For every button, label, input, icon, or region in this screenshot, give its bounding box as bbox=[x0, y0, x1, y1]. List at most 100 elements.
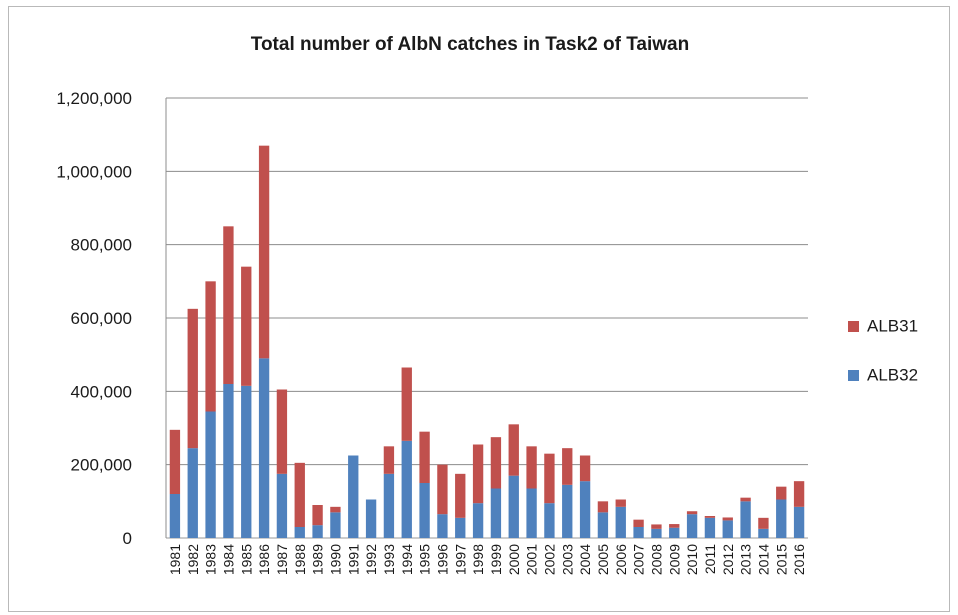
x-tick-label: 1984 bbox=[220, 544, 236, 575]
bar-alb32-2007 bbox=[633, 527, 644, 538]
bar-alb31-2003 bbox=[562, 448, 573, 485]
bar-alb32-1985 bbox=[241, 385, 252, 538]
bar-alb32-1987 bbox=[276, 473, 288, 538]
bar-alb31-2013 bbox=[740, 497, 751, 502]
bar-alb31-1998 bbox=[472, 444, 484, 504]
x-tick-label: 1997 bbox=[452, 544, 468, 575]
bar-alb32-1994 bbox=[401, 440, 412, 538]
x-tick-label: 1994 bbox=[399, 544, 415, 575]
bar-alb32-2014 bbox=[758, 528, 769, 538]
bar-alb32-2012 bbox=[722, 520, 733, 538]
bar-alb31-1997 bbox=[455, 473, 466, 518]
legend-swatch-alb31 bbox=[848, 321, 859, 333]
bar-alb32-2009 bbox=[669, 527, 680, 538]
x-tick-label: 2001 bbox=[524, 544, 540, 575]
bar-alb31-2010 bbox=[686, 511, 698, 515]
x-tick-label: 2009 bbox=[666, 544, 682, 575]
x-tick-label: 2014 bbox=[755, 544, 771, 575]
x-tick-label: 2004 bbox=[577, 544, 593, 575]
x-tick-label: 2008 bbox=[648, 544, 664, 575]
x-tick-label: 1985 bbox=[238, 544, 254, 575]
bar-alb31-1983 bbox=[205, 281, 216, 412]
bar-alb32-1989 bbox=[312, 525, 323, 538]
bar-alb31-2012 bbox=[722, 517, 733, 521]
bar-alb31-2004 bbox=[579, 455, 591, 482]
x-tick-label: 1996 bbox=[434, 544, 450, 575]
bar-alb32-2006 bbox=[615, 506, 626, 538]
y-tick-label: 600,000 bbox=[71, 309, 132, 328]
legend-label-alb31: ALB31 bbox=[867, 316, 919, 336]
bar-alb31-1988 bbox=[294, 462, 305, 527]
x-tick-label: 1990 bbox=[327, 544, 343, 575]
bar-alb32-1992 bbox=[365, 499, 377, 538]
bar-alb31-2009 bbox=[669, 524, 680, 528]
x-tick-label: 2011 bbox=[702, 544, 718, 574]
bar-alb31-1982 bbox=[187, 308, 198, 449]
bar-alb31-1994 bbox=[401, 367, 412, 441]
bar-alb32-2013 bbox=[740, 501, 751, 538]
x-tick-label: 2013 bbox=[738, 544, 754, 575]
x-tick-label: 2006 bbox=[613, 544, 629, 575]
bar-alb31-2015 bbox=[776, 486, 787, 500]
bar-alb31-1987 bbox=[276, 389, 288, 474]
bar-alb31-2005 bbox=[597, 501, 609, 513]
x-tick-label: 1982 bbox=[185, 544, 201, 575]
bar-alb32-1991 bbox=[348, 455, 359, 538]
x-tick-label: 2016 bbox=[791, 544, 807, 575]
x-tick-label: 2002 bbox=[541, 544, 557, 575]
y-tick-label: 400,000 bbox=[71, 382, 132, 401]
bar-alb32-2002 bbox=[544, 503, 555, 538]
bar-alb32-1990 bbox=[330, 512, 341, 538]
x-tick-label: 1987 bbox=[274, 544, 290, 575]
bar-alb32-2005 bbox=[597, 512, 609, 538]
bar-alb32-2001 bbox=[526, 488, 537, 538]
bar-alb32-1982 bbox=[187, 448, 198, 538]
bar-alb32-1995 bbox=[419, 483, 430, 538]
x-tick-label: 1999 bbox=[488, 544, 504, 575]
bar-alb31-1989 bbox=[312, 505, 323, 526]
bar-alb31-1984 bbox=[223, 226, 234, 384]
y-tick-label: 0 bbox=[123, 529, 132, 548]
bar-alb31-1996 bbox=[437, 464, 448, 515]
legend-swatch-alb32 bbox=[848, 370, 859, 382]
bar-alb32-2004 bbox=[579, 481, 591, 538]
bar-alb32-1986 bbox=[258, 358, 270, 538]
x-tick-label: 1993 bbox=[381, 544, 397, 575]
bar-alb31-1990 bbox=[330, 506, 341, 513]
x-tick-label: 1989 bbox=[310, 544, 326, 575]
bar-alb32-1998 bbox=[472, 503, 484, 538]
bar-alb31-2007 bbox=[633, 519, 644, 527]
x-tick-label: 1988 bbox=[292, 544, 308, 575]
x-tick-label: 2000 bbox=[506, 544, 522, 575]
bar-alb32-1997 bbox=[455, 517, 466, 538]
legend-label-alb32: ALB32 bbox=[867, 365, 919, 385]
x-tick-label: 2015 bbox=[773, 544, 789, 575]
chart-title: Total number of AlbN catches in Task2 of… bbox=[250, 34, 690, 55]
bar-alb31-2011 bbox=[704, 516, 716, 518]
bar-alb31-2008 bbox=[651, 524, 662, 529]
bar-alb32-1999 bbox=[490, 488, 502, 538]
bar-alb32-1984 bbox=[223, 384, 234, 538]
bar-alb32-2015 bbox=[776, 499, 787, 538]
x-tick-label: 1991 bbox=[345, 544, 361, 575]
y-tick-label: 800,000 bbox=[71, 236, 132, 255]
x-tick-label: 2005 bbox=[595, 544, 611, 575]
x-tick-label: 2010 bbox=[684, 544, 700, 575]
x-tick-label: 1986 bbox=[256, 544, 272, 575]
x-tick-label: 1981 bbox=[167, 544, 183, 575]
x-tick-label: 1992 bbox=[363, 544, 379, 575]
x-tick-label: 1995 bbox=[417, 544, 433, 575]
bar-alb31-2016 bbox=[793, 481, 805, 507]
y-tick-label: 1,000,000 bbox=[56, 162, 132, 181]
legend-item-alb31: ALB31 bbox=[848, 316, 918, 337]
bar-alb32-1996 bbox=[437, 514, 448, 538]
x-tick-label: 1998 bbox=[470, 544, 486, 575]
bar-alb31-2002 bbox=[544, 453, 555, 504]
bar-alb32-1988 bbox=[294, 527, 305, 538]
x-tick-label: 2012 bbox=[720, 544, 736, 575]
bar-alb32-2003 bbox=[562, 484, 573, 538]
bar-alb32-2011 bbox=[704, 517, 716, 538]
x-tick-label: 1983 bbox=[203, 544, 219, 575]
bar-alb31-1981 bbox=[169, 429, 181, 494]
